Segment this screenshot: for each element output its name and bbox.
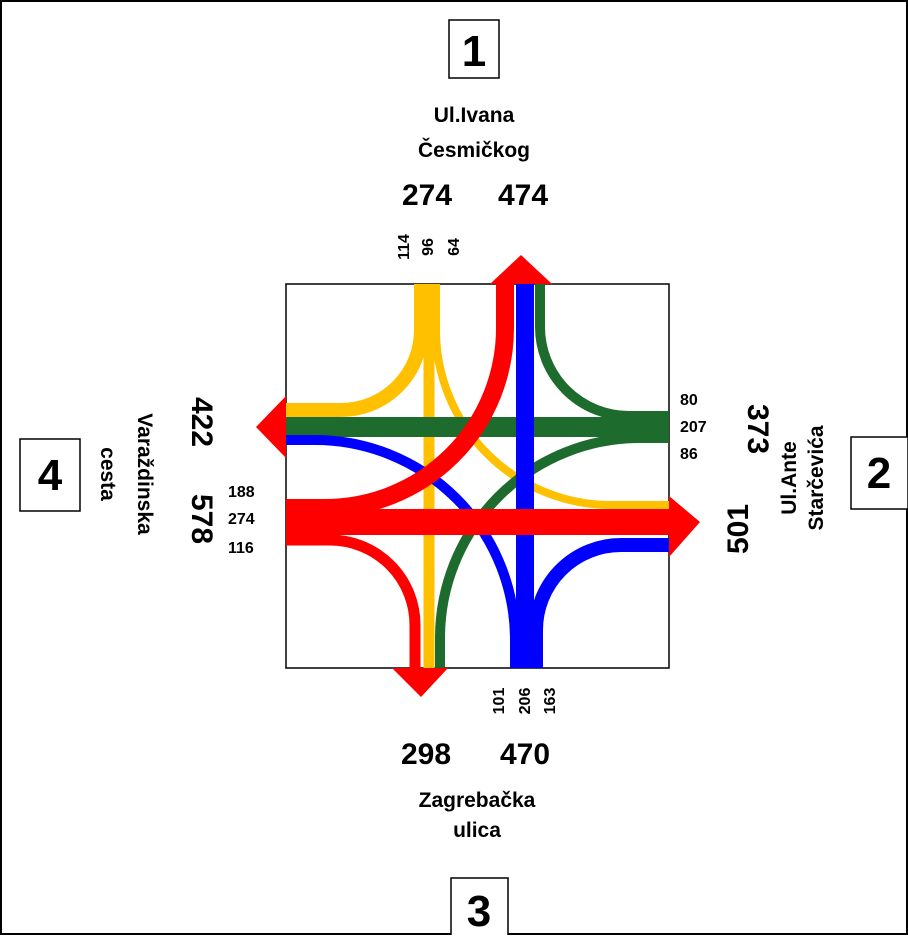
svg-text:2: 2: [867, 449, 891, 498]
south-movement-right: 101: [491, 688, 508, 715]
flow-north-to-east: [432, 284, 669, 509]
street-name-west-line2: cesta: [96, 447, 119, 501]
west-approach-flows: [286, 284, 669, 668]
exit-arrow-east: [669, 496, 700, 557]
east-movement-right: 80: [680, 392, 698, 409]
flow-north-to-west: [286, 284, 428, 417]
north-out-total: 474: [498, 179, 548, 212]
west-movement-right: 116: [228, 540, 254, 557]
svg-text:1: 1: [462, 27, 486, 76]
badge-approach-3: 3: [450, 877, 509, 940]
west-in-total: 578: [185, 494, 218, 544]
badge-approach-1: 1: [448, 19, 500, 79]
exit-arrow-north: [490, 255, 552, 284]
south-movement-left: 163: [542, 688, 559, 715]
street-name-north-line1: Ul.Ivana: [434, 104, 515, 127]
intersection-box: [285, 283, 670, 669]
flow-west-to-south: [286, 534, 421, 668]
badge-approach-2: 2: [850, 436, 908, 510]
west-out-total: 422: [185, 397, 218, 447]
badge-approach-4: 4: [19, 438, 81, 512]
svg-text:4: 4: [38, 451, 63, 500]
east-in-total: 373: [741, 404, 774, 454]
west-movement-left: 188: [228, 484, 255, 501]
flow-east-to-north: [535, 284, 669, 421]
street-name-north-line2: Česmičkog: [418, 138, 530, 162]
east-movement-through: 207: [680, 419, 707, 436]
south-approach-flows: [286, 284, 669, 668]
street-name-south-line2: ulica: [453, 819, 501, 842]
street-name-west-line1: Varaždinska: [133, 413, 156, 535]
south-in-total: 470: [500, 738, 550, 771]
flow-south-to-east: [529, 538, 669, 668]
east-movement-left: 86: [680, 446, 698, 463]
street-name-east-line1: Ul.Ante: [778, 441, 801, 515]
svg-text:3: 3: [467, 887, 491, 935]
east-out-total: 501: [722, 504, 755, 554]
exit-arrow-west: [256, 396, 286, 458]
exit-arrow-south: [392, 668, 448, 697]
south-out-total: 298: [401, 738, 451, 771]
street-name-south-line1: Zagrebačka: [419, 789, 536, 812]
north-in-total: 274: [402, 179, 452, 212]
west-movement-through: 274: [228, 511, 255, 528]
street-name-east-line2: Starčevića: [805, 425, 828, 530]
flow-east-to-south: [435, 433, 669, 668]
flow-south-to-west: [286, 435, 520, 668]
north-movement-through: 96: [420, 238, 437, 256]
south-movement-through: 206: [517, 688, 534, 715]
flow-west-to-north: [286, 284, 514, 517]
north-movement-left: 114: [396, 234, 413, 260]
north-movement-right: 64: [446, 238, 463, 256]
